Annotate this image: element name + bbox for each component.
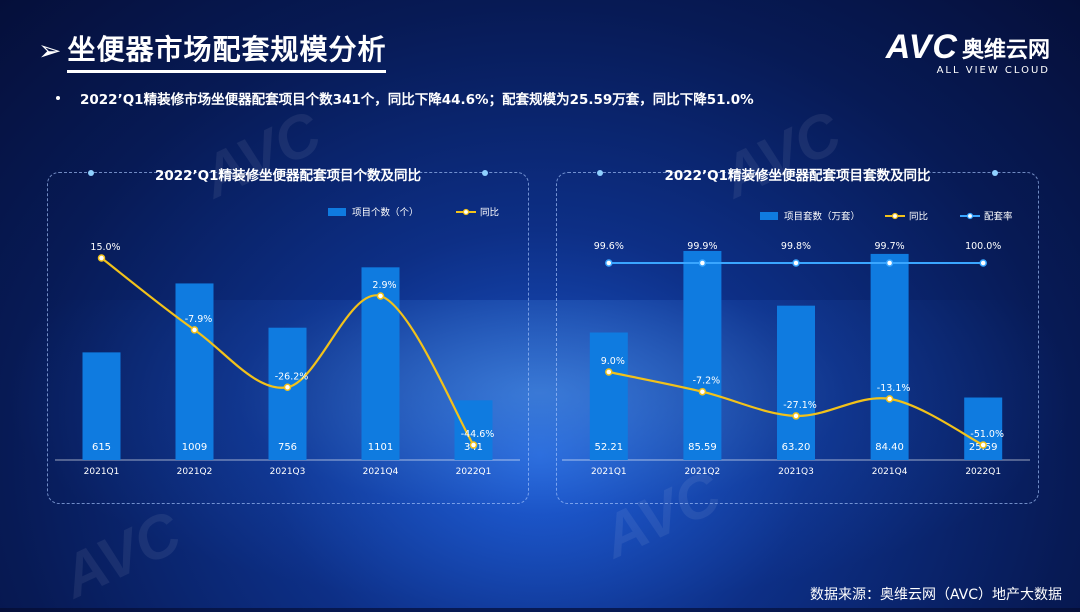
rate-data-label: 99.6% (594, 241, 624, 252)
bar (268, 327, 307, 460)
chart-title: 2022’Q1精装修坐便器配套项目个数及同比 (154, 168, 422, 184)
bar (870, 253, 909, 460)
x-tick-label: 2021Q1 (591, 467, 627, 477)
x-tick-label: 2021Q4 (363, 467, 399, 477)
bar-value-label: 615 (92, 442, 111, 453)
yoy-data-label: 9.0% (601, 356, 625, 367)
legend-label: 同比 (909, 211, 928, 223)
brand-name-en: ALL VIEW CLOUD (936, 65, 1050, 76)
yoy-data-label: -44.6% (461, 429, 495, 440)
data-source-note: 数据来源：奥维云网（AVC）地产大数据 (809, 587, 1062, 603)
yoy-data-label: -7.9% (185, 314, 213, 325)
bar (175, 283, 214, 460)
x-tick-label: 2021Q2 (177, 467, 213, 477)
bullet-icon (56, 96, 60, 100)
x-tick-label: 2021Q4 (872, 467, 908, 477)
panel-corner-dot (597, 170, 603, 176)
yoy-series-line (100, 257, 475, 446)
bar-value-label: 52.21 (594, 442, 623, 453)
chart-title: 2022’Q1精装修坐便器配套项目套数及同比 (664, 168, 931, 184)
chart-panel-set-count: 2022’Q1精装修坐便器配套项目套数及同比 (556, 168, 1039, 504)
yoy-point (698, 387, 707, 396)
bar-value-label: 1101 (368, 442, 393, 453)
yoy-point (792, 412, 800, 420)
yoy-data-label: 15.0% (90, 242, 120, 253)
yoy-point (469, 441, 478, 449)
brand-name-cn: 奥维云网 (961, 37, 1050, 63)
yoy-data-label: -7.2% (693, 376, 721, 387)
rate-point (605, 259, 613, 267)
legend-line-marker (891, 212, 899, 220)
x-tick-label: 2022Q1 (456, 467, 492, 477)
legend-label: 项目套数（万套） (784, 211, 860, 223)
legend-bar-swatch (328, 208, 346, 216)
x-tick-label: 2021Q3 (778, 467, 814, 477)
yoy-point (97, 254, 106, 262)
chart-panel-project-count: 2022’Q1精装修坐便器配套项目个数及同比 (47, 168, 529, 504)
rate-data-label: 99.8% (781, 241, 811, 252)
legend-label: 项目个数（个） (352, 207, 419, 219)
yoy-point (376, 292, 385, 300)
rate-point (979, 259, 987, 267)
page-title: ➢ 坐便器市场配套规模分析 (38, 28, 387, 73)
legend-label: 配套率 (984, 211, 1013, 223)
yoy-data-label: 2.9% (372, 280, 396, 291)
x-tick-label: 2022Q1 (965, 467, 1001, 477)
rate-point (885, 259, 894, 267)
rate-data-label: 100.0% (965, 241, 1001, 252)
x-tick-label: 2021Q3 (270, 467, 306, 477)
bar (777, 305, 815, 460)
legend-label: 同比 (480, 207, 499, 219)
legend-bar-swatch (760, 212, 778, 220)
bar (683, 251, 722, 460)
x-tick-label: 2021Q1 (84, 467, 120, 477)
rate-data-label: 99.7% (875, 241, 905, 252)
bar-value-label: 1009 (182, 442, 207, 453)
yoy-point (190, 326, 199, 334)
bar (964, 397, 1003, 460)
bar-value-label: 85.59 (688, 442, 717, 453)
rate-data-label: 99.9% (687, 241, 717, 252)
rate-point (792, 259, 800, 267)
panel-corner-dot (992, 170, 998, 176)
yoy-data-label: -27.1% (783, 400, 817, 411)
bar (454, 400, 493, 460)
bar (589, 332, 628, 460)
yoy-point (283, 383, 292, 392)
panel-corner-dot (88, 170, 94, 176)
summary-text: 2022’Q1精装修市场坐便器配套项目个数341个，同比下降44.6%；配套规模… (80, 92, 754, 108)
bar-value-label: 63.20 (782, 442, 811, 453)
yoy-point (979, 441, 987, 449)
bar-value-label: 84.40 (875, 442, 904, 453)
legend-line-marker (966, 212, 974, 220)
bar (82, 352, 121, 460)
yoy-data-label: -26.2% (275, 371, 309, 382)
brand-logo-mark: AVC (885, 28, 958, 66)
title-arrow-icon: ➢ (38, 34, 62, 67)
summary-bullet: 2022’Q1精装修市场坐便器配套项目个数341个，同比下降44.6%；配套规模… (56, 88, 754, 108)
page-title-text: 坐便器市场配套规模分析 (67, 28, 387, 73)
yoy-data-label: -51.0% (970, 429, 1004, 440)
panel-corner-dot (482, 170, 488, 176)
brand-logo: AVC 奥维云网 ALL VIEW CLOUD (886, 28, 1050, 76)
x-tick-label: 2021Q2 (685, 467, 721, 477)
yoy-point (605, 368, 613, 376)
rate-point (698, 259, 707, 267)
bar-value-label: 756 (278, 442, 297, 453)
legend-line-marker (462, 208, 470, 216)
yoy-point (885, 395, 894, 403)
yoy-data-label: -13.1% (877, 383, 911, 394)
